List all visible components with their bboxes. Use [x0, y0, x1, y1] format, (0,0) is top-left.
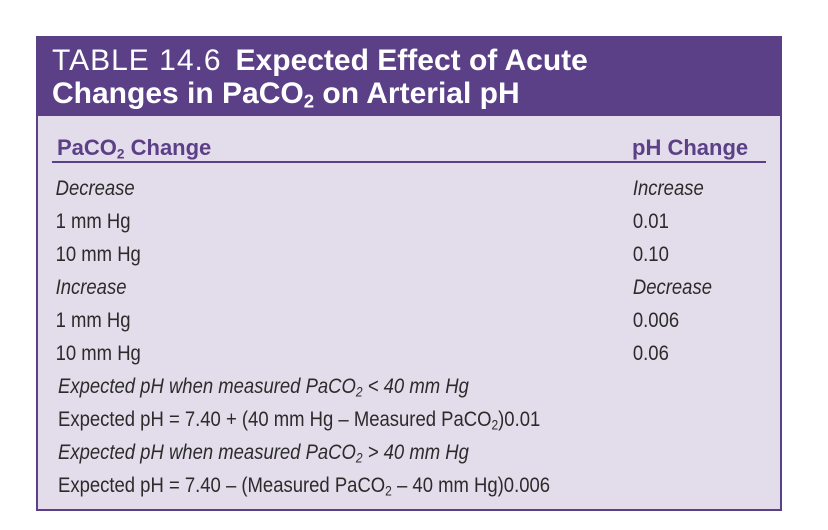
- table-row: 10 mm Hg 0.06: [38, 338, 691, 370]
- table-card: TABLE 14.6 Expected Effect of Acute Chang…: [36, 36, 782, 511]
- table-row: 10 mm Hg 0.10: [38, 239, 691, 271]
- table-row: 1 mm Hg 0.006: [38, 305, 691, 337]
- row-ph-cell: Decrease: [632, 276, 712, 299]
- row-paco2-cell: 1 mm Hg: [55, 210, 131, 233]
- formula-low: Expected pH = 7.40 + (40 mm Hg – Measure…: [58, 408, 540, 432]
- note-text: > 40 mm Hg: [362, 441, 469, 464]
- note-text: Expected pH = 7.40 – (Measured PaCO: [58, 474, 386, 497]
- formula-high: Expected pH = 7.40 – (Measured PaCO2 – 4…: [58, 474, 550, 498]
- table-row: 1 mm Hg 0.01: [38, 206, 691, 238]
- row-paco2-cell: 10 mm Hg: [55, 342, 141, 365]
- title-text-2-pre: Changes in PaCO: [52, 77, 304, 110]
- note-text: Expected pH when measured PaCO: [58, 375, 356, 398]
- row-ph-cell: Increase: [632, 177, 704, 200]
- row-paco2-cell: Increase: [55, 276, 127, 299]
- note-subscript: 2: [385, 483, 392, 499]
- note-subscript: 2: [491, 417, 499, 433]
- note-text: )0.01: [498, 408, 541, 431]
- title-text-2-post: on Arterial pH: [314, 77, 520, 110]
- note-text: Expected pH when measured PaCO: [58, 441, 356, 464]
- title-line-1: TABLE 14.6 Expected Effect of Acute: [52, 44, 588, 78]
- formula-condition-high: Expected pH when measured PaCO2 > 40 mm …: [58, 441, 469, 465]
- row-paco2-cell: Decrease: [55, 177, 135, 200]
- title-text-1: Expected Effect of Acute: [235, 44, 588, 77]
- column-header-paco2: PaCO2 Change: [57, 135, 211, 161]
- row-ph-cell: 0.01: [632, 210, 669, 233]
- row-ph-cell: 0.006: [632, 309, 680, 332]
- row-ph-cell: 0.10: [632, 243, 669, 266]
- table-row: Increase Decrease: [38, 272, 712, 304]
- table-number: TABLE 14.6: [52, 44, 222, 77]
- row-ph-cell: 0.06: [632, 342, 669, 365]
- row-paco2-cell: 10 mm Hg: [55, 243, 141, 266]
- table-row: Decrease Increase: [38, 173, 704, 205]
- note-text: – 40 mm Hg)0.006: [391, 474, 551, 497]
- note-text: Expected pH = 7.40 + (40 mm Hg – Measure…: [58, 408, 492, 431]
- note-subscript: 2: [355, 384, 363, 400]
- note-subscript: 2: [355, 450, 363, 466]
- column-header-paco2-sub: 2: [116, 146, 125, 162]
- title-line-2: Changes in PaCO2 on Arterial pH: [52, 77, 520, 111]
- column-header-paco2-text: PaCO: [57, 135, 117, 160]
- header-rule: [52, 161, 766, 163]
- formula-condition-low: Expected pH when measured PaCO2 < 40 mm …: [58, 375, 469, 399]
- title-subscript: 2: [303, 90, 315, 112]
- row-paco2-cell: 1 mm Hg: [55, 309, 131, 332]
- table-header: TABLE 14.6 Expected Effect of Acute Chang…: [38, 38, 780, 116]
- column-header-paco2-post: Change: [124, 135, 212, 160]
- column-header-ph: pH Change: [632, 135, 749, 160]
- note-text: < 40 mm Hg: [362, 375, 469, 398]
